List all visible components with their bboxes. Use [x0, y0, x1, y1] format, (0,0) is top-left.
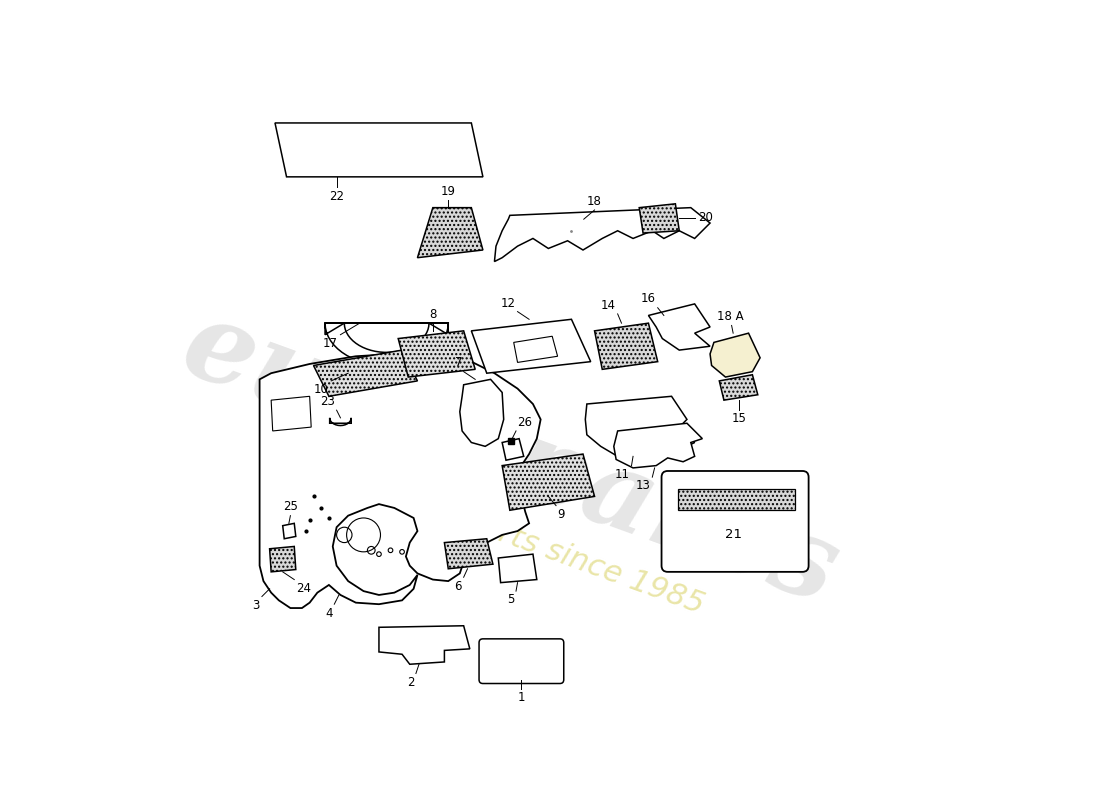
Polygon shape	[275, 123, 483, 177]
Polygon shape	[711, 333, 760, 377]
Polygon shape	[398, 331, 475, 377]
Text: 19: 19	[441, 185, 455, 198]
Text: 11: 11	[615, 468, 630, 481]
Text: 8: 8	[429, 308, 437, 321]
Text: 9: 9	[558, 508, 565, 521]
Text: 7: 7	[454, 356, 462, 370]
Polygon shape	[271, 396, 311, 431]
Text: 24: 24	[296, 582, 311, 595]
Polygon shape	[514, 336, 558, 362]
Text: 4: 4	[326, 606, 332, 619]
Polygon shape	[260, 354, 541, 608]
Text: 23: 23	[320, 395, 336, 408]
Text: 5: 5	[507, 594, 515, 606]
Text: 3: 3	[252, 599, 260, 612]
Polygon shape	[585, 396, 695, 456]
Polygon shape	[594, 323, 658, 370]
Text: 15: 15	[732, 413, 747, 426]
Text: eurospares: eurospares	[168, 290, 851, 626]
Text: 21: 21	[725, 529, 741, 542]
Polygon shape	[614, 423, 703, 468]
Polygon shape	[502, 438, 524, 460]
Polygon shape	[719, 374, 758, 400]
Polygon shape	[639, 204, 680, 233]
Polygon shape	[678, 489, 794, 510]
Polygon shape	[418, 208, 483, 258]
Text: 16: 16	[641, 293, 656, 306]
Text: 10: 10	[314, 383, 328, 396]
Polygon shape	[378, 626, 470, 664]
Text: 25: 25	[283, 500, 298, 514]
Text: 12: 12	[500, 297, 516, 310]
Text: 2: 2	[407, 676, 415, 689]
Text: a passion for parts since 1985: a passion for parts since 1985	[265, 434, 708, 620]
Polygon shape	[460, 379, 504, 446]
Text: 17: 17	[322, 337, 338, 350]
Text: 1: 1	[518, 691, 525, 704]
Text: 13: 13	[636, 479, 651, 493]
FancyBboxPatch shape	[661, 471, 808, 572]
Text: 18 A: 18 A	[717, 310, 744, 323]
Text: 26: 26	[517, 416, 532, 429]
FancyBboxPatch shape	[480, 639, 563, 683]
Polygon shape	[472, 319, 591, 373]
Text: 20: 20	[697, 211, 713, 224]
Polygon shape	[326, 323, 449, 366]
Polygon shape	[495, 208, 711, 262]
Text: 14: 14	[601, 298, 616, 312]
Polygon shape	[498, 554, 537, 582]
Polygon shape	[283, 523, 296, 538]
Polygon shape	[330, 418, 351, 426]
Polygon shape	[649, 304, 711, 350]
Text: 18: 18	[587, 194, 602, 208]
Text: 6: 6	[454, 579, 462, 593]
Polygon shape	[270, 546, 296, 572]
Polygon shape	[502, 454, 594, 510]
Polygon shape	[444, 538, 493, 569]
Polygon shape	[314, 350, 418, 396]
Text: 22: 22	[329, 190, 344, 203]
